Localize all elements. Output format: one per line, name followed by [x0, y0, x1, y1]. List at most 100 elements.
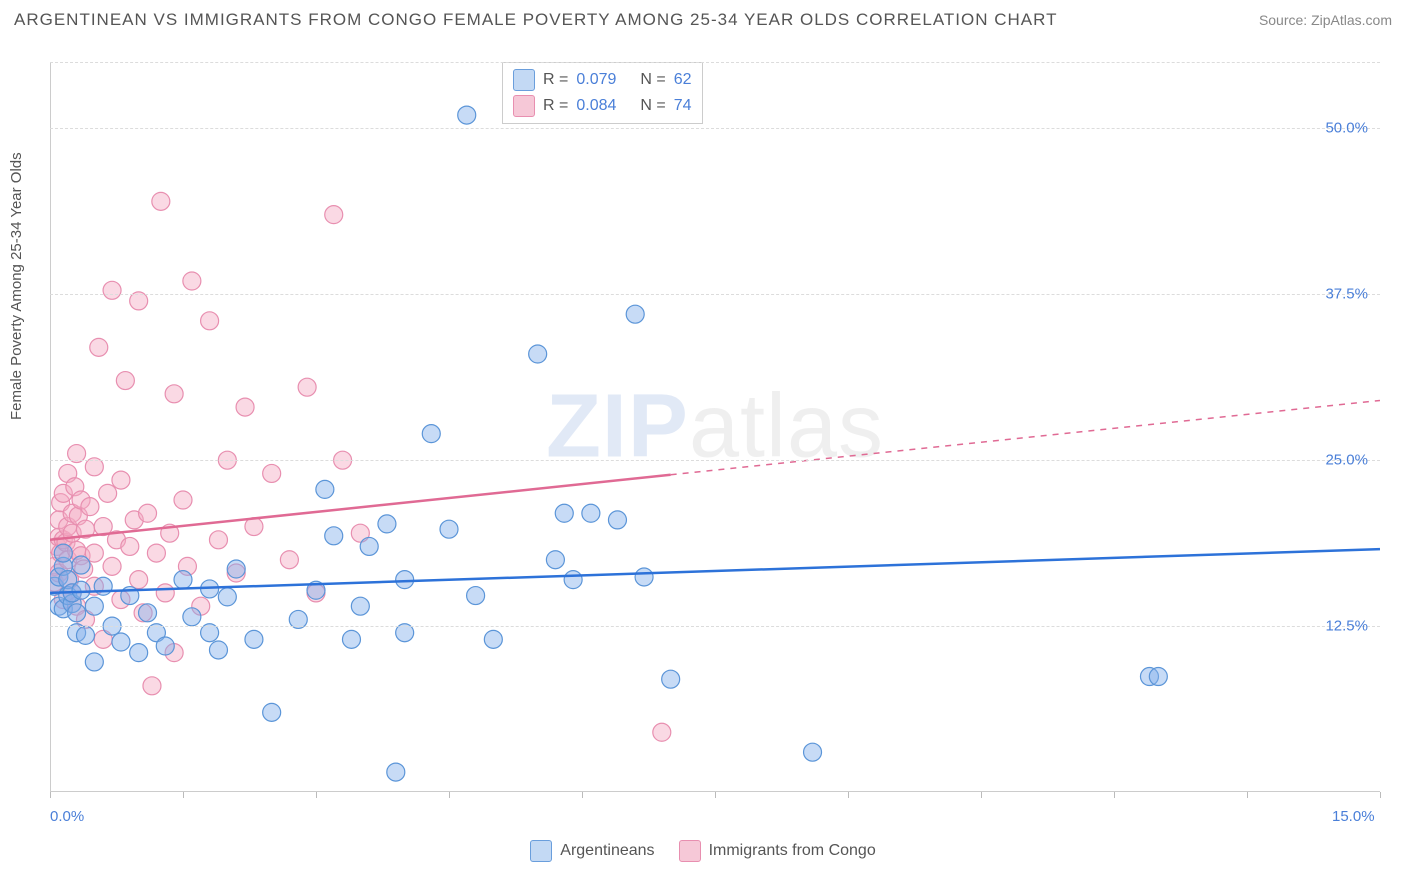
x-tick [1247, 792, 1248, 798]
scatter-point [325, 206, 343, 224]
legend-n-value-0: 62 [674, 71, 692, 89]
scatter-point [546, 551, 564, 569]
x-tick [316, 792, 317, 798]
legend-r-value-1: 0.084 [576, 97, 616, 115]
title-bar: ARGENTINEAN VS IMMIGRANTS FROM CONGO FEM… [14, 10, 1392, 30]
scatter-point [156, 584, 174, 602]
series-legend-item-1: Immigrants from Congo [679, 840, 876, 862]
scatter-point [116, 372, 134, 390]
trend-line [50, 549, 1380, 593]
gridline [50, 460, 1380, 461]
scatter-point [183, 608, 201, 626]
scatter-point [236, 398, 254, 416]
y-tick-label: 25.0% [1325, 452, 1368, 469]
gridline [50, 128, 1380, 129]
x-tick [449, 792, 450, 798]
scatter-point [147, 544, 165, 562]
scatter-point [608, 511, 626, 529]
x-tick-label-min: 0.0% [50, 808, 84, 825]
scatter-point [653, 723, 671, 741]
legend-r-value-0: 0.079 [576, 71, 616, 89]
scatter-point [209, 531, 227, 549]
scatter-svg [50, 62, 1380, 792]
y-tick-label: 12.5% [1325, 618, 1368, 635]
gridline [50, 626, 1380, 627]
scatter-point [139, 504, 157, 522]
scatter-point [387, 763, 405, 781]
x-tick [183, 792, 184, 798]
scatter-point [467, 587, 485, 605]
series-legend: Argentineans Immigrants from Congo [0, 840, 1406, 862]
scatter-point [280, 551, 298, 569]
series-swatch-0 [530, 840, 552, 862]
scatter-point [68, 604, 86, 622]
scatter-point [422, 425, 440, 443]
scatter-point [378, 515, 396, 533]
scatter-point [209, 641, 227, 659]
scatter-point [183, 272, 201, 290]
scatter-point [201, 312, 219, 330]
scatter-point [174, 491, 192, 509]
scatter-point [85, 653, 103, 671]
scatter-point [156, 637, 174, 655]
source-label: Source: [1259, 12, 1311, 28]
plot-area: ZIPatlas R = 0.079 N = 62 R = 0.084 N = … [50, 62, 1380, 792]
x-tick [981, 792, 982, 798]
series-label-0: Argentineans [560, 842, 654, 860]
legend-r-label: R = [543, 97, 568, 115]
scatter-point [90, 338, 108, 356]
scatter-point [165, 385, 183, 403]
scatter-point [440, 520, 458, 538]
scatter-point [130, 644, 148, 662]
scatter-point [555, 504, 573, 522]
scatter-point [54, 544, 72, 562]
x-tick [1114, 792, 1115, 798]
scatter-point [316, 480, 334, 498]
scatter-point [72, 556, 90, 574]
y-tick-label: 50.0% [1325, 120, 1368, 137]
x-tick [50, 792, 51, 798]
legend-row-series-1: R = 0.084 N = 74 [513, 93, 692, 119]
y-axis-label: Female Poverty Among 25-34 Year Olds [8, 152, 25, 420]
scatter-point [582, 504, 600, 522]
gridline [50, 294, 1380, 295]
scatter-point [564, 571, 582, 589]
scatter-point [72, 581, 90, 599]
scatter-point [635, 568, 653, 586]
scatter-point [351, 597, 369, 615]
scatter-point [342, 630, 360, 648]
source-attribution: Source: ZipAtlas.com [1259, 12, 1392, 28]
scatter-point [804, 743, 822, 761]
x-tick [582, 792, 583, 798]
scatter-point [458, 106, 476, 124]
series-swatch-1 [679, 840, 701, 862]
scatter-point [103, 281, 121, 299]
scatter-point [263, 703, 281, 721]
scatter-point [112, 471, 130, 489]
legend-r-label: R = [543, 71, 568, 89]
trend-line-extrapolated [671, 400, 1380, 474]
scatter-point [81, 498, 99, 516]
y-tick-label: 37.5% [1325, 286, 1368, 303]
x-tick [1380, 792, 1381, 798]
scatter-point [1149, 668, 1167, 686]
scatter-point [245, 630, 263, 648]
scatter-point [298, 378, 316, 396]
scatter-point [396, 571, 414, 589]
correlation-legend: R = 0.079 N = 62 R = 0.084 N = 74 [502, 62, 703, 124]
x-tick [715, 792, 716, 798]
scatter-point [121, 537, 139, 555]
series-legend-item-0: Argentineans [530, 840, 654, 862]
scatter-point [529, 345, 547, 363]
scatter-point [325, 527, 343, 545]
scatter-point [263, 464, 281, 482]
scatter-point [85, 597, 103, 615]
scatter-point [227, 560, 245, 578]
scatter-point [484, 630, 502, 648]
scatter-point [360, 537, 378, 555]
chart-title: ARGENTINEAN VS IMMIGRANTS FROM CONGO FEM… [14, 10, 1058, 30]
legend-row-series-0: R = 0.079 N = 62 [513, 67, 692, 93]
scatter-point [152, 192, 170, 210]
scatter-point [626, 305, 644, 323]
legend-swatch-0 [513, 69, 535, 91]
